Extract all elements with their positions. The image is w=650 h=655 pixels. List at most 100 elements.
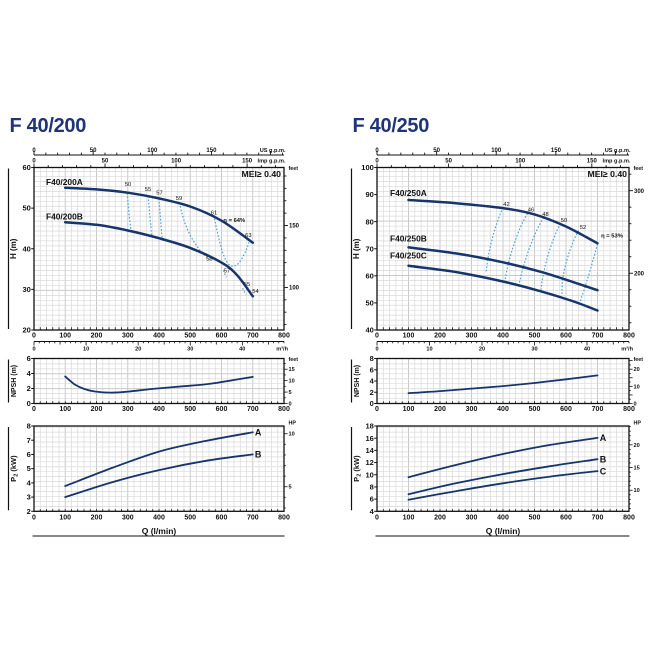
svg-text:200: 200 [634,271,645,277]
svg-text:7: 7 [27,436,31,445]
svg-text:800: 800 [278,333,290,340]
svg-text:100: 100 [289,286,300,292]
svg-text:m³/h: m³/h [276,346,288,353]
svg-text:A: A [255,428,262,438]
svg-text:Q (l/min): Q (l/min) [486,526,521,536]
svg-text:500: 500 [184,514,196,521]
svg-text:400: 400 [153,514,165,521]
svg-text:F40/250A: F40/250A [390,188,427,198]
svg-text:feet: feet [634,166,644,172]
svg-text:15: 15 [634,466,640,472]
svg-text:20: 20 [22,326,30,335]
svg-text:40: 40 [239,347,245,353]
svg-text:800: 800 [623,333,635,340]
svg-text:0: 0 [375,514,379,521]
svg-text:14: 14 [365,446,374,455]
svg-text:F 40/250: F 40/250 [353,115,430,137]
svg-text:F40/250C: F40/250C [390,251,427,261]
svg-text:600: 600 [560,406,572,413]
svg-text:100: 100 [403,333,415,340]
svg-text:HP: HP [634,421,642,427]
svg-text:500: 500 [529,406,541,413]
svg-text:8: 8 [370,354,374,363]
svg-text:200: 200 [91,333,103,340]
svg-text:48: 48 [542,212,548,218]
svg-text:100: 100 [171,159,182,165]
svg-text:6: 6 [370,365,374,374]
svg-text:50: 50 [102,159,109,165]
svg-text:0: 0 [375,333,379,340]
svg-text:16: 16 [365,434,373,443]
svg-text:40: 40 [584,347,590,353]
svg-text:H (m): H (m) [9,238,18,259]
svg-text:100: 100 [59,333,71,340]
svg-text:4: 4 [27,369,32,378]
svg-text:200: 200 [434,333,446,340]
svg-text:400: 400 [153,406,165,413]
svg-text:300: 300 [634,189,645,195]
svg-text:B: B [255,450,262,460]
svg-text:η = 64%: η = 64% [223,218,245,224]
svg-text:300: 300 [466,514,478,521]
svg-text:50: 50 [365,299,373,308]
svg-text:500: 500 [184,406,196,413]
svg-text:300: 300 [122,333,134,340]
svg-text:700: 700 [247,406,259,413]
svg-text:100: 100 [403,406,415,413]
svg-text:10: 10 [426,347,432,353]
svg-text:MEI≥ 0.40: MEI≥ 0.40 [587,169,627,179]
svg-text:US g.p.m.: US g.p.m. [605,148,631,154]
svg-text:150: 150 [587,159,598,165]
svg-text:700: 700 [247,333,259,340]
svg-text:5: 5 [27,464,31,473]
svg-text:300: 300 [466,406,478,413]
svg-text:50: 50 [433,148,440,154]
svg-text:0: 0 [289,402,292,408]
svg-text:600: 600 [216,406,228,413]
svg-text:B: B [600,455,607,465]
svg-text:50: 50 [22,204,30,213]
svg-text:30: 30 [22,285,30,294]
svg-text:0: 0 [32,347,35,353]
svg-text:10: 10 [634,488,640,494]
svg-text:55: 55 [244,282,250,288]
svg-text:100: 100 [515,159,526,165]
svg-text:50: 50 [125,182,131,188]
svg-text:600: 600 [216,333,228,340]
svg-text:0: 0 [375,347,378,353]
svg-text:feet: feet [289,166,299,172]
svg-text:30: 30 [187,347,193,353]
svg-text:100: 100 [59,406,71,413]
svg-text:800: 800 [623,514,635,521]
svg-text:60: 60 [22,163,30,172]
svg-text:5: 5 [289,485,292,491]
svg-text:57: 57 [156,191,162,197]
svg-text:12: 12 [365,458,373,467]
svg-text:20: 20 [479,347,485,353]
svg-text:400: 400 [497,406,509,413]
svg-text:600: 600 [216,514,228,521]
svg-text:700: 700 [592,333,604,340]
svg-text:400: 400 [497,333,509,340]
svg-text:500: 500 [184,333,196,340]
svg-text:59: 59 [176,196,182,202]
svg-text:10: 10 [634,384,640,390]
svg-text:100: 100 [59,514,71,521]
svg-text:150: 150 [551,148,562,154]
svg-text:700: 700 [592,514,604,521]
svg-text:6: 6 [27,450,31,459]
svg-text:80: 80 [365,217,373,226]
svg-text:F 40/200: F 40/200 [10,115,87,137]
svg-text:18: 18 [365,422,373,431]
svg-text:100: 100 [147,148,158,154]
svg-text:40: 40 [365,326,373,335]
svg-text:200: 200 [434,406,446,413]
svg-text:150: 150 [242,159,253,165]
svg-text:42: 42 [503,202,509,208]
svg-text:4: 4 [370,507,375,516]
svg-text:100: 100 [403,514,415,521]
svg-text:US g.p.m.: US g.p.m. [260,148,286,154]
svg-text:800: 800 [623,406,635,413]
svg-text:m³/h: m³/h [621,346,633,353]
svg-text:46: 46 [528,208,534,214]
